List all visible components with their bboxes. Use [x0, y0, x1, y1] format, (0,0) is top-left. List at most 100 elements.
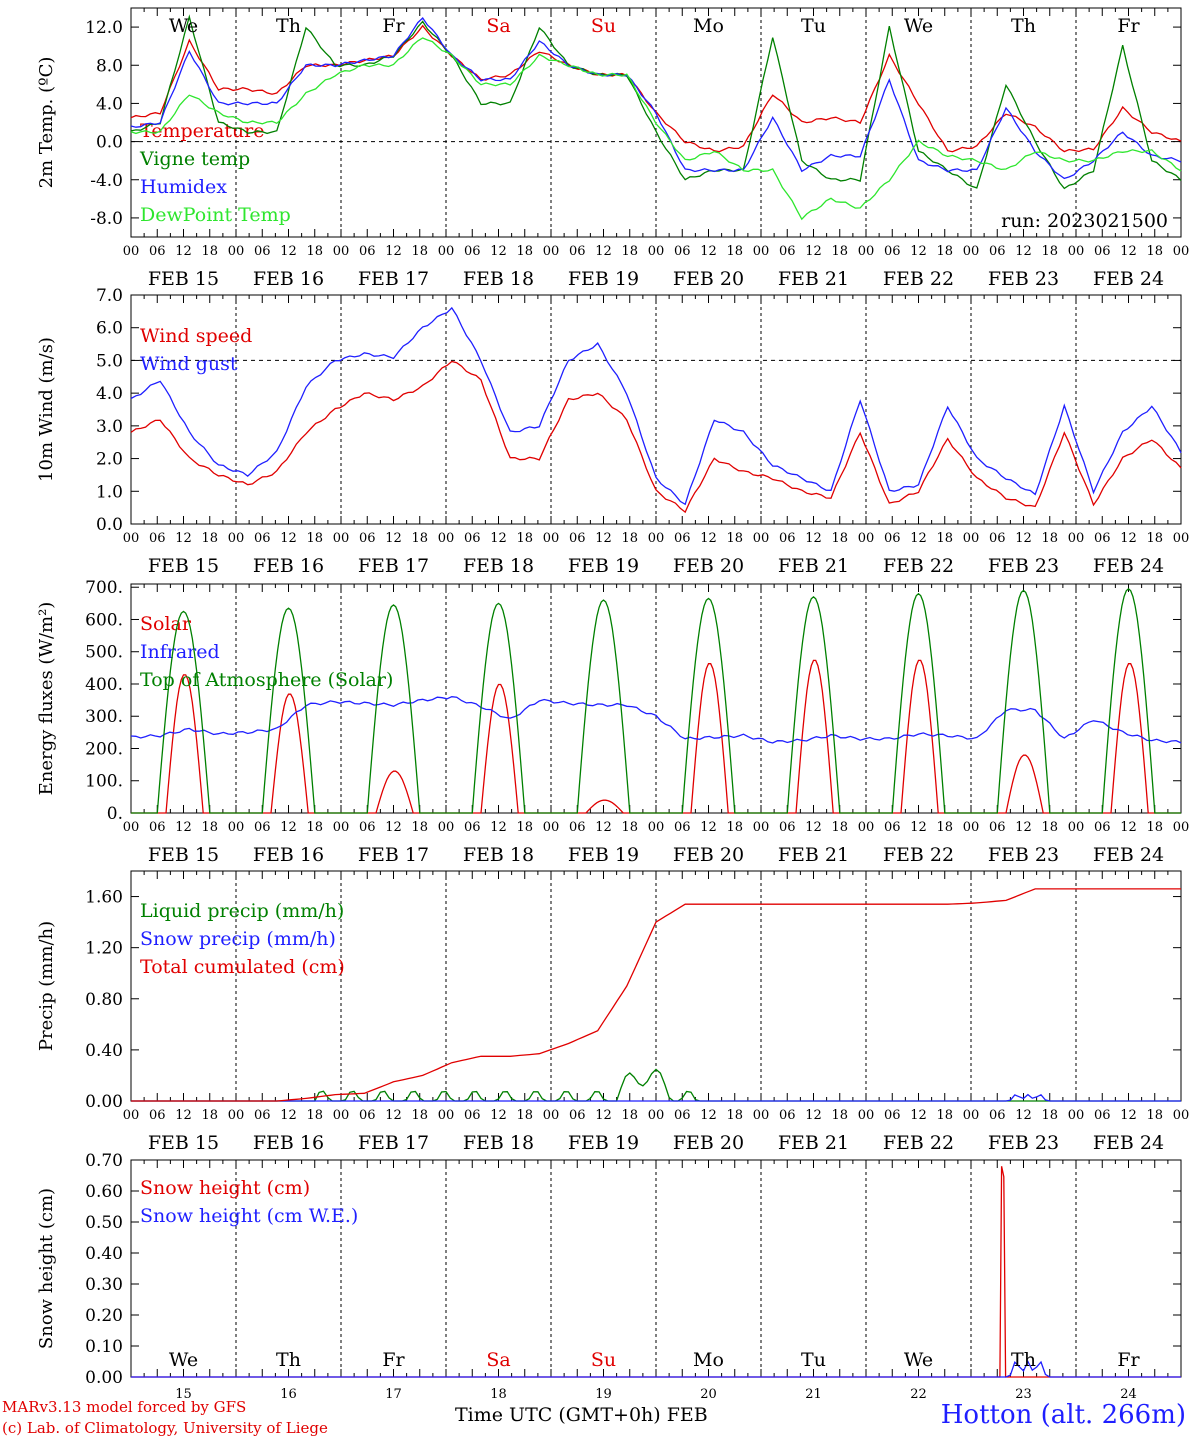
hour-tick-label: 00 [228, 1108, 245, 1123]
date-label: FEB 17 [358, 555, 429, 577]
hour-tick-label: 12 [385, 820, 402, 835]
hour-tick-label: 00 [858, 244, 875, 259]
date-label: FEB 21 [778, 1132, 849, 1154]
hour-tick-label: 12 [805, 1108, 822, 1123]
hour-tick-label: 06 [779, 820, 796, 835]
day-name-label: Fr [382, 1349, 405, 1371]
hour-tick-label: 12 [910, 531, 927, 546]
day-name-label: We [169, 1349, 198, 1371]
hour-tick-label: 00 [858, 531, 875, 546]
date-label: FEB 15 [148, 844, 219, 866]
hour-tick-label: 00 [753, 820, 770, 835]
hour-tick-label: 06 [1094, 531, 1111, 546]
day-number-label: 15 [175, 1387, 192, 1402]
hour-tick-label: 12 [280, 820, 297, 835]
date-label: FEB 15 [148, 268, 219, 290]
hour-tick-label: 00 [543, 244, 560, 259]
hour-tick-label: 18 [516, 244, 533, 259]
y-tick-label: 500. [85, 643, 123, 663]
date-label: FEB 24 [1093, 268, 1164, 290]
y-tick-label: 5.0 [96, 351, 123, 371]
y-tick-label: -4.0 [90, 171, 123, 191]
hour-tick-label: 00 [1173, 820, 1190, 835]
hour-tick-label: 06 [149, 531, 166, 546]
date-label: FEB 18 [463, 268, 534, 290]
hour-tick-label: 12 [175, 820, 192, 835]
legend-entry: Wind speed [140, 325, 252, 347]
hour-tick-label: 12 [1120, 820, 1137, 835]
hour-tick-label: 06 [1094, 820, 1111, 835]
date-label: FEB 21 [778, 555, 849, 577]
date-label: FEB 24 [1093, 555, 1164, 577]
hour-tick-label: 06 [779, 1108, 796, 1123]
legend-entry: Humidex [140, 176, 227, 198]
legend-entry: DewPoint Temp [140, 204, 291, 226]
hour-tick-label: 12 [910, 1108, 927, 1123]
y-tick-label: 400. [85, 675, 123, 695]
hour-tick-label: 18 [1041, 244, 1058, 259]
panel-2: 7.0 6.0 5.0 4.0 3.0 2.0 1.0 0.0 10m Wind (m/s) Wi… [36, 286, 1189, 577]
x-axis-title: Time UTC (GMT+0h) FEB [455, 1404, 708, 1426]
y-tick-label: 1.0 [96, 482, 123, 502]
hour-tick-label: 06 [884, 531, 901, 546]
y-tick-label: 4.0 [96, 384, 123, 404]
hour-tick-label: 00 [123, 1108, 140, 1123]
hour-tick-label: 12 [805, 820, 822, 835]
y-tick-label: 0.0 [96, 133, 123, 153]
series-line-dewpoint-temp [130, 37, 1182, 221]
legend-entry: Liquid precip (mm/h) [140, 900, 344, 922]
hour-tick-label: 06 [359, 1108, 376, 1123]
hour-tick-label: 00 [963, 1108, 980, 1123]
y-tick-label: 600. [85, 610, 123, 630]
y-tick-label: 7.0 [96, 286, 123, 306]
hour-tick-label: 12 [490, 820, 507, 835]
legend-entry: Infrared [140, 641, 220, 663]
hour-tick-label: 00 [753, 1108, 770, 1123]
hour-tick-label: 06 [569, 531, 586, 546]
date-label: FEB 21 [778, 268, 849, 290]
hour-tick-label: 18 [621, 244, 638, 259]
day-number-label: 19 [595, 1387, 612, 1402]
y-tick-label: 0.40 [85, 1041, 123, 1061]
hour-tick-label: 12 [805, 531, 822, 546]
hour-tick-label: 18 [1146, 820, 1163, 835]
legend-entry: Snow height (cm) [140, 1177, 310, 1199]
date-label: FEB 20 [673, 844, 744, 866]
hour-tick-label: 00 [438, 244, 455, 259]
hour-tick-label: 18 [726, 820, 743, 835]
legend-entry: Wind gust [140, 353, 238, 375]
series-line-wind-gust [130, 306, 1182, 506]
hour-tick-label: 06 [989, 1108, 1006, 1123]
model-credit: MARv3.13 model forced by GFS [2, 1398, 247, 1416]
y-tick-label: 0.80 [85, 990, 123, 1010]
hour-tick-label: 00 [438, 1108, 455, 1123]
day-name-label: Th [276, 1349, 301, 1371]
hour-tick-label: 06 [884, 1108, 901, 1123]
day-name-label: Su [591, 1349, 616, 1371]
hour-tick-label: 06 [464, 244, 481, 259]
date-label: FEB 23 [988, 1132, 1059, 1154]
hour-tick-label: 18 [516, 531, 533, 546]
hour-tick-label: 00 [963, 244, 980, 259]
hour-tick-label: 06 [989, 244, 1006, 259]
hour-tick-label: 06 [569, 820, 586, 835]
legend-entry: Top of Atmosphere (Solar) [140, 669, 393, 691]
y-tick-label: 0. [107, 804, 123, 824]
hour-tick-label: 00 [438, 531, 455, 546]
day-name-label: Sa [486, 1349, 510, 1371]
hour-tick-label: 06 [149, 244, 166, 259]
hour-tick-label: 00 [1173, 244, 1190, 259]
hour-tick-label: 18 [936, 1108, 953, 1123]
hour-tick-label: 18 [516, 1108, 533, 1123]
date-label: FEB 18 [463, 844, 534, 866]
hour-tick-label: 12 [805, 244, 822, 259]
date-label: FEB 16 [253, 1132, 324, 1154]
day-name-label: Fr [1117, 15, 1140, 37]
series-line-snow-height-cm-w-e- [131, 1360, 1181, 1378]
hour-tick-label: 18 [306, 531, 323, 546]
hour-tick-label: 12 [700, 531, 717, 546]
y-axis-label: 10m Wind (m/s) [36, 337, 57, 482]
hour-tick-label: 18 [411, 244, 428, 259]
hour-tick-label: 00 [753, 244, 770, 259]
